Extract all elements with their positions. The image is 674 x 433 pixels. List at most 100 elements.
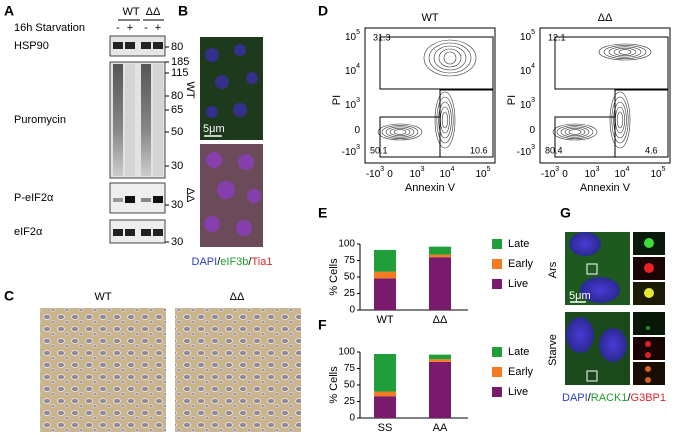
plot-title: WT [421, 12, 438, 24]
legend-part: / [588, 392, 592, 404]
contour [616, 111, 624, 129]
contour [564, 127, 586, 137]
contour [615, 106, 625, 134]
contour [603, 45, 647, 59]
tick-base: 10 [475, 169, 487, 180]
blot [109, 219, 166, 244]
lane-labels: - + - + [116, 22, 161, 34]
gate-value: 31.3 [373, 32, 391, 42]
smear [153, 64, 163, 176]
treatment-label: 16h Starvation [14, 22, 85, 34]
lane-label: - [116, 22, 120, 34]
contour [433, 45, 467, 71]
contour [440, 106, 450, 134]
contour [611, 96, 629, 144]
legend-swatch [492, 387, 502, 397]
row-label: Ars [547, 261, 559, 278]
contour [441, 111, 449, 129]
tick-label: 104 [345, 63, 360, 77]
plot-frame [539, 27, 671, 164]
bar-charts: E 0 25 50 75 100 % Cells WT ΔΔ Live Early Late F 0 25 5… [318, 205, 534, 433]
legend-label: Late [508, 346, 529, 358]
row-label: Starve [547, 334, 559, 366]
y-tick-label: 75 [344, 255, 356, 266]
band [141, 229, 151, 236]
marker-label: 115 [171, 67, 189, 79]
legend-swatch [492, 367, 502, 377]
tick-label: 105 [650, 166, 665, 180]
bar-segment [429, 257, 451, 310]
smear [113, 64, 123, 176]
stain-legend: DAPI/RACK1/G3BP1 [562, 392, 666, 404]
tick-label: 104 [520, 63, 535, 77]
legend-swatch [492, 259, 502, 269]
y-tick-label: 0 [349, 413, 355, 424]
blot-label: Puromycin [14, 114, 66, 126]
x-tick-label: AA [433, 422, 448, 433]
y-axis-label: PI [331, 95, 343, 105]
legend-part: / [627, 392, 631, 404]
gate [614, 89, 669, 158]
tick-label: 103 [409, 166, 424, 180]
tick-label: 0 [562, 169, 568, 180]
legend-label: Live [508, 278, 528, 290]
lane-label: - [144, 22, 148, 34]
tick-label: 104 [614, 166, 629, 180]
band [125, 229, 135, 236]
stain-legend: DAPI/eIF3b/Tia1 [192, 256, 273, 268]
inset-box [586, 263, 598, 275]
contours [377, 39, 477, 149]
y-axis-label: PI [506, 95, 518, 105]
marker-label: 30 [171, 236, 183, 248]
panel-label: E [318, 205, 327, 221]
legend-label: Late [508, 238, 529, 250]
tick-exp: 3 [596, 166, 600, 173]
smear [125, 64, 135, 176]
tick-exp: 4 [356, 63, 360, 70]
tick-base: 0 [529, 125, 535, 136]
legend-label: Early [508, 366, 534, 378]
tick-exp: 4 [531, 63, 535, 70]
tick-exp: 3 [531, 97, 535, 104]
x-tick-label: WT [376, 314, 393, 326]
y-axis-label: % Cells [328, 366, 340, 404]
bar-segment [429, 359, 451, 362]
tick-exp: 4 [451, 166, 455, 173]
tick-base: 10 [409, 169, 421, 180]
legend-part: eIF3b [220, 256, 248, 268]
band [153, 42, 163, 49]
legend-part: DAPI [562, 392, 588, 404]
tick-exp: 3 [380, 166, 384, 173]
panel-label: C [4, 288, 14, 304]
contour [436, 96, 454, 144]
contour [438, 48, 462, 68]
scale-label: 5μm [569, 290, 591, 302]
contour [434, 91, 456, 149]
tick-base: 0 [387, 169, 393, 180]
contour [613, 47, 637, 57]
gate-value: 80.4 [545, 145, 563, 155]
plot-title: ΔΔ [598, 12, 613, 24]
panel-label: F [318, 317, 327, 333]
marker-label: 65 [171, 104, 183, 116]
blot-label: P-eIF2α [14, 192, 54, 204]
x-tick-label: ΔΔ [433, 314, 448, 326]
tick-label: 0 [387, 169, 393, 180]
bar-segment [429, 354, 451, 360]
legend-part: / [248, 256, 252, 268]
tick-label: 103 [584, 166, 599, 180]
phase-image [175, 308, 301, 432]
bar-segment [374, 278, 396, 310]
x-axis-label: Annexin V [580, 182, 631, 194]
tick-label: -103 [342, 144, 360, 158]
inset-box [586, 370, 598, 382]
marker-label: 80 [171, 41, 183, 53]
smear [141, 64, 151, 176]
tick-exp: 4 [626, 166, 630, 173]
bar-segment [374, 391, 396, 397]
y-tick-label: 50 [344, 380, 356, 391]
band [113, 42, 123, 49]
y-tick-label: 0 [349, 305, 355, 316]
contours [552, 43, 652, 149]
